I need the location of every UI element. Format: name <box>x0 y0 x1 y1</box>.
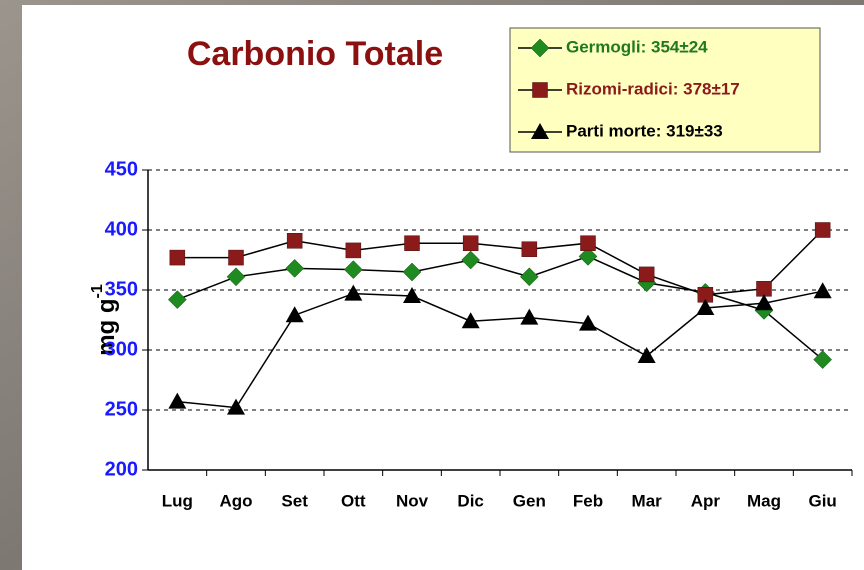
data-point <box>169 249 186 266</box>
legend-marker <box>530 38 550 58</box>
series-line <box>177 290 823 409</box>
data-point <box>343 260 363 279</box>
data-point <box>638 266 655 283</box>
data-point <box>755 294 773 311</box>
data-point <box>813 350 833 369</box>
data-point <box>404 235 420 251</box>
data-point <box>461 250 481 270</box>
series-line <box>177 255 824 361</box>
data-point <box>579 314 597 331</box>
legend-marker <box>532 82 548 98</box>
y-tick-label: 350 <box>105 278 138 300</box>
data-point <box>344 284 363 301</box>
chart-title: Carbonio Totale <box>187 35 443 73</box>
data-point <box>226 267 246 287</box>
data-point <box>167 290 187 309</box>
data-point <box>285 306 304 323</box>
data-point <box>696 299 715 315</box>
data-point <box>578 247 598 266</box>
data-point <box>580 235 596 251</box>
data-point <box>637 347 656 363</box>
data-point <box>285 259 305 278</box>
x-tick-label: Set <box>281 491 308 510</box>
y-tick-label: 450 <box>105 158 138 180</box>
data-point <box>461 312 480 329</box>
x-tick-label: Feb <box>573 491 603 510</box>
x-tick-label: Dic <box>457 491 483 510</box>
y-tick-label: 400 <box>105 218 138 240</box>
data-point <box>521 241 538 257</box>
data-point <box>814 222 831 238</box>
y-label-text: mg g <box>93 298 120 355</box>
y-axis-title: mg g-1 <box>89 284 120 356</box>
x-tick-label: Lug <box>162 491 193 510</box>
data-point <box>286 233 303 249</box>
legend-label: Germogli: 354±24 <box>566 37 708 56</box>
y-tick-label: 300 <box>105 338 138 360</box>
data-point <box>519 267 539 287</box>
data-point <box>228 249 244 266</box>
y-tick-label: 250 <box>105 398 138 420</box>
legend-marker <box>531 123 549 139</box>
x-tick-label: Nov <box>396 491 429 510</box>
data-point <box>227 398 245 415</box>
data-point <box>168 392 187 409</box>
legend-label: Parti morte: 319±33 <box>566 121 723 140</box>
x-tick-label: Giu <box>808 491 836 510</box>
x-tick-label: Mar <box>632 491 663 510</box>
x-tick-label: Gen <box>513 491 546 510</box>
data-point <box>756 281 772 297</box>
x-tick-label: Ott <box>341 491 366 510</box>
series-line <box>177 229 824 296</box>
data-point <box>813 282 832 299</box>
data-point <box>520 308 539 325</box>
data-point <box>345 242 362 259</box>
data-point <box>402 262 422 282</box>
y-label: mg g-1 <box>89 284 120 356</box>
y-tick-label: 200 <box>105 458 138 480</box>
y-label-sup: -1 <box>89 284 106 298</box>
data-point <box>462 235 479 251</box>
x-tick-label: Mag <box>747 491 781 510</box>
x-tick-label: Apr <box>691 491 721 510</box>
x-tick-label: Ago <box>219 491 252 510</box>
data-point <box>403 287 421 303</box>
legend-label: Rizomi-radici: 378±17 <box>566 79 740 98</box>
